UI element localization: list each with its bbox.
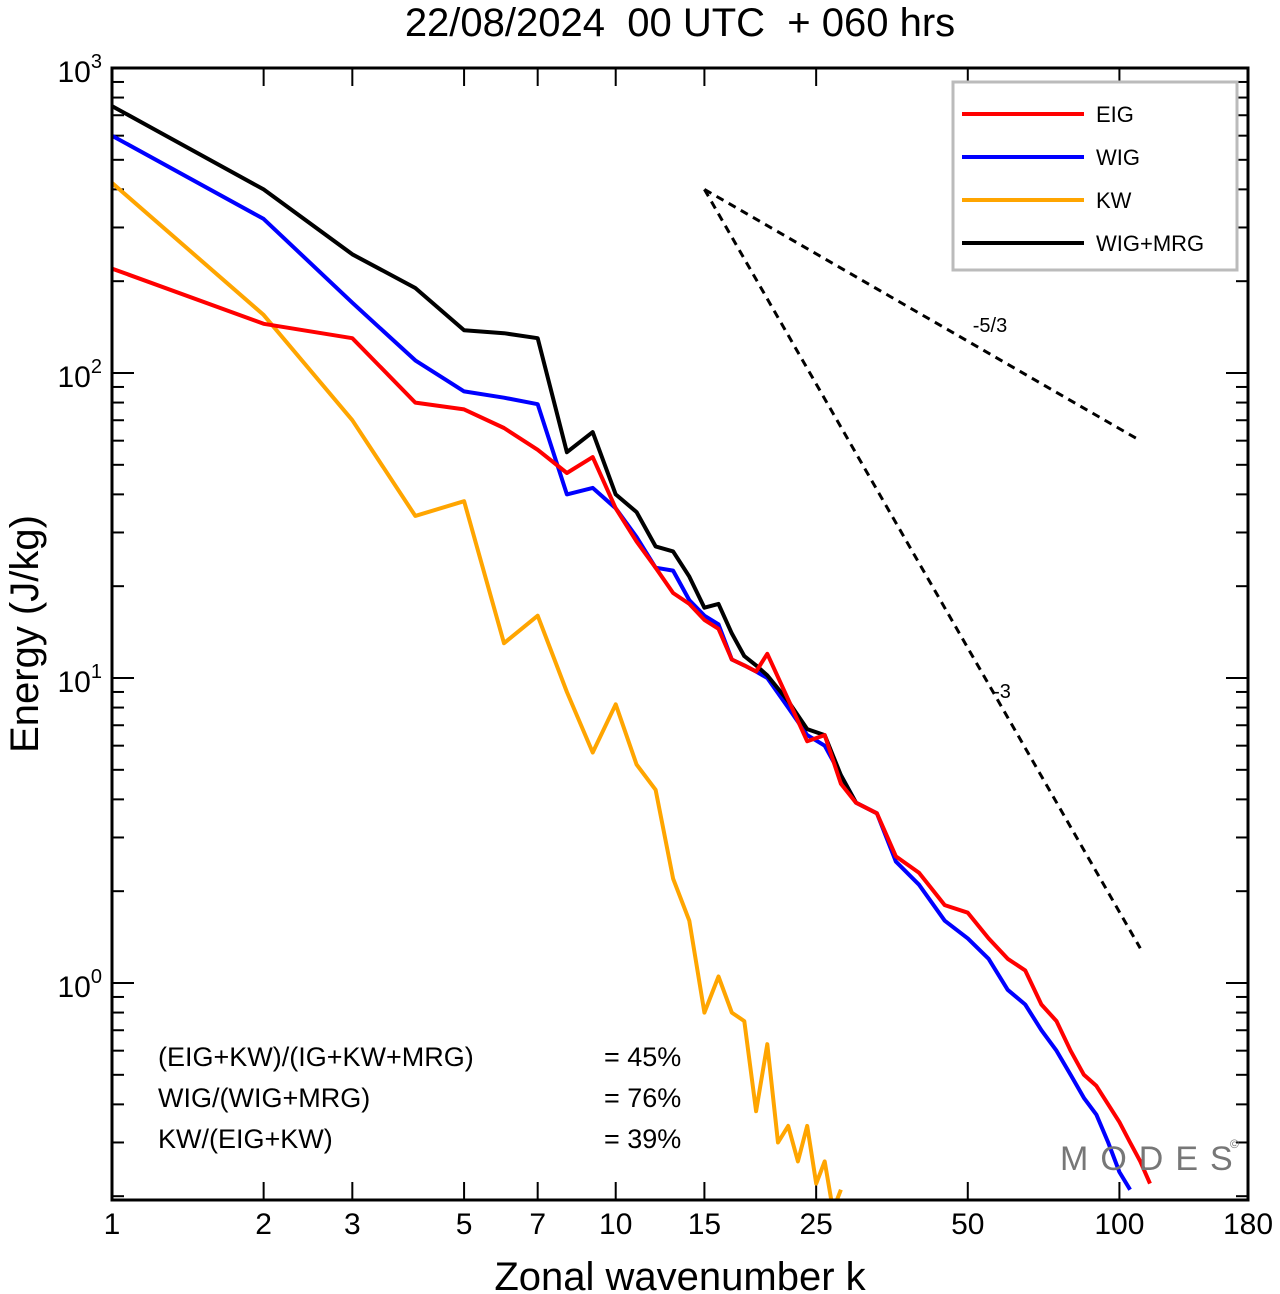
axis-ticks (111, 67, 1249, 1200)
y-tick-label: 100 (58, 966, 103, 1004)
y-tick-labels: 100 101 102 103 (58, 51, 103, 1004)
series-line-kw (112, 181, 843, 1200)
reference-label: -5/3 (973, 315, 1007, 337)
x-tick-label: 180 (1223, 1208, 1273, 1241)
x-tick-label: 5 (456, 1208, 473, 1241)
legend: EIG WIG KW WIG+MRG (951, 80, 1239, 272)
plot-frame (110, 66, 1250, 1202)
brand-text: MODES (1060, 1140, 1245, 1178)
reference-lines (703, 188, 1142, 949)
series-lines (112, 104, 1152, 1200)
stat-label: (EIG+KW)/(IG+KW+MRG) (158, 1042, 474, 1072)
legend-label: WIG (1096, 145, 1140, 170)
legend-label: WIG+MRG (1096, 231, 1204, 256)
stats-block: (EIG+KW)/(IG+KW+MRG) = 45% WIG/(WIG+MRG) = … (158, 1042, 681, 1154)
stat-value: = 76% (604, 1083, 681, 1113)
stat-value: = 45% (604, 1042, 681, 1072)
x-tick-label: 50 (951, 1208, 984, 1241)
stat-value: = 39% (604, 1124, 681, 1154)
chart-title: 22/08/2024 00 UTC + 060 hrs (405, 1, 955, 45)
x-tick-label: 3 (344, 1208, 361, 1241)
series-line-eig (112, 266, 1152, 1185)
x-tick-label: 25 (799, 1208, 832, 1241)
legend-label: KW (1096, 188, 1132, 213)
x-tick-label: 10 (599, 1208, 632, 1241)
reference-labels: -5/3 -3 (973, 315, 1011, 703)
y-axis-label: Energy (J/kg) (3, 515, 47, 753)
x-axis-label: Zonal wavenumber k (494, 1255, 866, 1294)
brand-mark: © (1230, 1137, 1239, 1151)
y-tick-label: 101 (58, 661, 103, 699)
x-tick-label: 100 (1094, 1208, 1144, 1241)
legend-label: EIG (1096, 102, 1134, 127)
reference-label: -3 (993, 681, 1011, 703)
series-line-wig-mrg (112, 104, 858, 804)
x-tick-label: 15 (688, 1208, 721, 1241)
brand-logo: MODES © (1060, 1137, 1245, 1178)
stat-label: KW/(EIG+KW) (158, 1124, 333, 1154)
y-tick-label: 102 (58, 356, 103, 394)
x-tick-label: 1 (104, 1208, 121, 1241)
reference-line (703, 188, 1142, 949)
x-tick-label: 7 (529, 1208, 546, 1241)
y-tick-label: 103 (58, 51, 103, 89)
stat-label: WIG/(WIG+MRG) (158, 1083, 370, 1113)
x-tick-label: 2 (255, 1208, 272, 1241)
x-tick-labels: 1 2 3 5 7 10 15 25 50 100 180 (104, 1208, 1273, 1241)
